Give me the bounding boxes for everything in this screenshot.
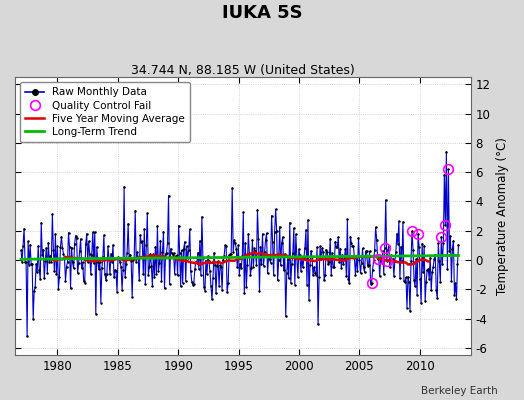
Legend: Raw Monthly Data, Quality Control Fail, Five Year Moving Average, Long-Term Tren: Raw Monthly Data, Quality Control Fail, … bbox=[20, 82, 190, 142]
Title: 34.744 N, 88.185 W (United States): 34.744 N, 88.185 W (United States) bbox=[131, 64, 355, 77]
Text: Berkeley Earth: Berkeley Earth bbox=[421, 386, 498, 396]
Text: IUKA 5S: IUKA 5S bbox=[222, 4, 302, 22]
Y-axis label: Temperature Anomaly (°C): Temperature Anomaly (°C) bbox=[496, 137, 509, 295]
